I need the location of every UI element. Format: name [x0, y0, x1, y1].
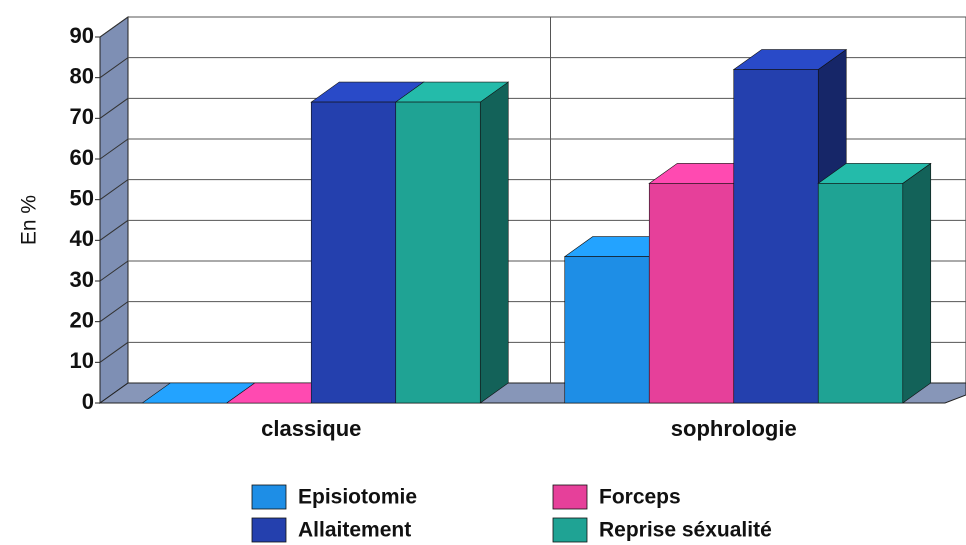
bar-front — [395, 101, 481, 404]
y-tick-label: 10 — [70, 348, 94, 373]
y-tick-label: 70 — [70, 104, 94, 129]
grid-line — [99, 138, 129, 160]
bar — [394, 81, 510, 404]
y-tick-label: 50 — [70, 185, 94, 210]
y-tick-label: 80 — [70, 63, 94, 88]
bar-front — [817, 183, 904, 404]
grid-line — [99, 16, 129, 38]
grid-line — [99, 57, 129, 79]
legend-label: Reprise séxualité — [599, 519, 772, 542]
bar-side — [902, 162, 932, 404]
y-tick-label: 60 — [70, 145, 94, 170]
legend-label: Episiotomie — [298, 486, 417, 509]
y-tick-label: 20 — [70, 307, 94, 332]
y-tick-label: 40 — [70, 226, 94, 251]
x-tick-label: sophrologie — [671, 416, 797, 441]
y-tick-label: 0 — [82, 389, 94, 414]
legend-swatch — [251, 517, 287, 543]
y-axis-label: En % — [18, 195, 41, 245]
grid-line — [99, 97, 129, 119]
grid-line — [99, 341, 129, 363]
bar-front — [733, 69, 819, 404]
x-tick-label: classique — [261, 416, 361, 441]
legend-swatch — [552, 484, 588, 510]
bar — [817, 162, 932, 404]
legend-label: Forceps — [599, 486, 681, 509]
bar-front — [564, 256, 650, 404]
legend-label: Allaitement — [298, 519, 411, 542]
bar-front — [310, 101, 397, 404]
grid-line — [99, 179, 129, 201]
legend-swatch — [552, 517, 588, 543]
y-tick-label: 90 — [70, 23, 94, 48]
grid-line — [99, 301, 129, 323]
legend-swatch — [251, 484, 287, 510]
bar-front — [648, 183, 735, 404]
grid-line — [99, 219, 129, 241]
bar-side — [479, 81, 509, 404]
grid-line — [99, 260, 129, 282]
y-tick-label: 30 — [70, 267, 94, 292]
